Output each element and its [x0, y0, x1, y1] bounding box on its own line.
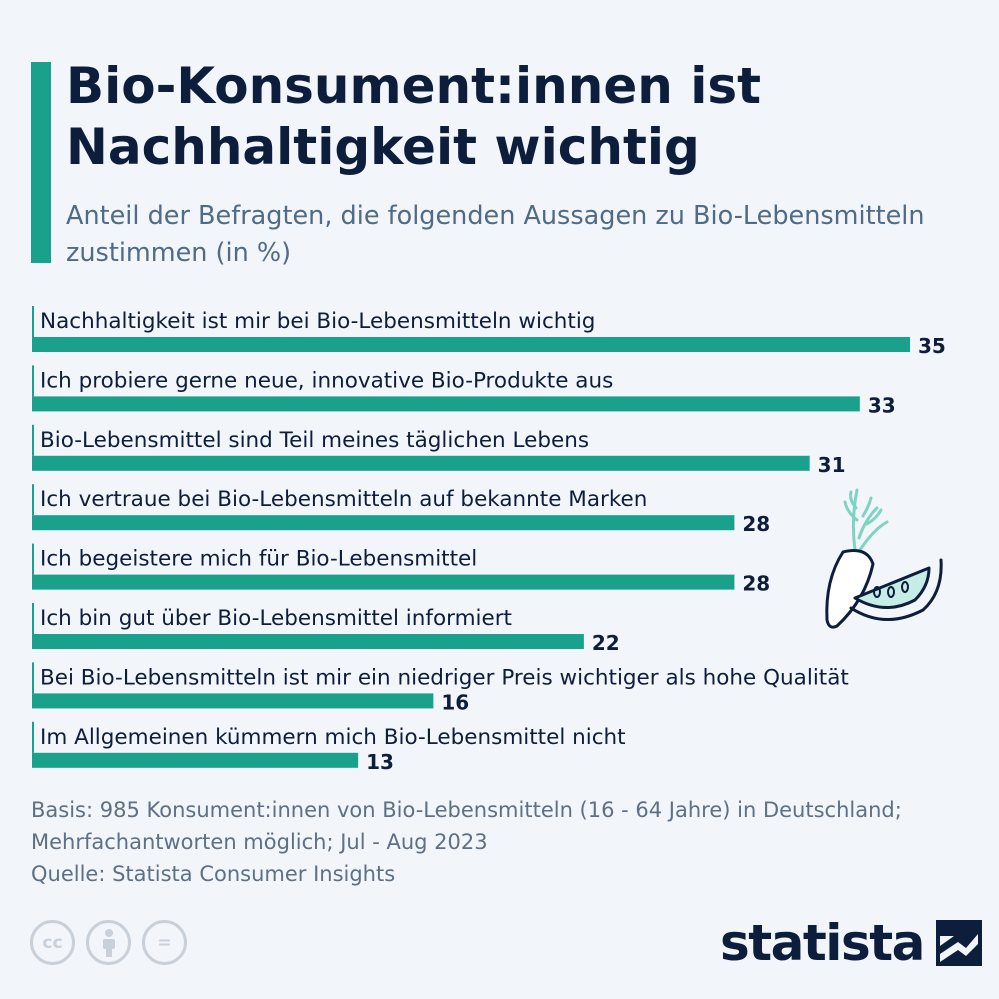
data-label: 31 [818, 453, 846, 477]
bar-label-guide [32, 543, 34, 575]
source-note: Quelle: Statista Consumer Insights [31, 862, 396, 886]
data-label: 28 [742, 512, 770, 536]
bar-label-guide [32, 662, 34, 694]
basis-note-line-2: Mehrfachantworten möglich; Jul - Aug 202… [31, 830, 488, 854]
category-label: Bio-Lebensmittel sind Teil meines täglic… [40, 428, 589, 453]
bar-label-guide [32, 721, 34, 753]
data-label: 22 [592, 631, 620, 655]
by-icon[interactable] [86, 920, 131, 965]
category-label: Ich begeistere mich für Bio-Lebensmittel [40, 547, 477, 572]
category-label: Ich bin gut über Bio-Lebensmittel inform… [40, 606, 512, 631]
category-label: Nachhaltigkeit ist mir bei Bio-Lebensmit… [40, 309, 595, 334]
bar-label-guide [32, 306, 34, 337]
chart-title: Bio-Konsument:innen ist Nachhaltigkeit w… [66, 57, 762, 176]
title-accent-bar [31, 62, 51, 263]
statista-logo-icon [935, 920, 982, 966]
data-label: 33 [868, 393, 896, 417]
data-label: 13 [366, 750, 394, 774]
category-label: Im Allgemeinen kümmern mich Bio-Lebensmi… [40, 725, 626, 750]
bar [32, 337, 910, 352]
bar [32, 455, 810, 471]
bar-label-guide [32, 603, 34, 634]
logo-wordmark: statista [720, 914, 925, 972]
statista-logo[interactable]: statista [720, 913, 982, 973]
data-label: 28 [742, 572, 770, 596]
carrot-and-melon-icon [825, 488, 943, 629]
basis-note-line-1: Basis: 985 Konsument:innen von Bio-Leben… [31, 798, 902, 822]
bar-label-guide [32, 365, 34, 397]
nd-icon[interactable]: = [142, 920, 187, 965]
bar [32, 752, 359, 768]
bar [32, 396, 860, 412]
data-label: 16 [441, 690, 469, 714]
bar [32, 693, 434, 709]
category-label: Ich probiere gerne neue, innovative Bio-… [40, 368, 613, 393]
license-icons: cc = [30, 920, 187, 965]
bar [32, 634, 584, 649]
bar [32, 574, 735, 590]
cc-icon[interactable]: cc [30, 920, 75, 965]
category-label: Bei Bio-Lebensmitteln ist mir ein niedri… [40, 665, 849, 690]
bar-label-guide [32, 424, 34, 456]
chart-subtitle: Anteil der Befragten, die folgenden Auss… [66, 201, 925, 268]
bar [32, 515, 735, 531]
bar-label-guide [32, 484, 34, 516]
chart-footer: Basis: 985 Konsument:innen von Bio-Leben… [31, 794, 981, 890]
category-label: Ich vertraue bei Bio-Lebensmitteln auf b… [40, 487, 647, 512]
data-label: 35 [918, 334, 946, 358]
